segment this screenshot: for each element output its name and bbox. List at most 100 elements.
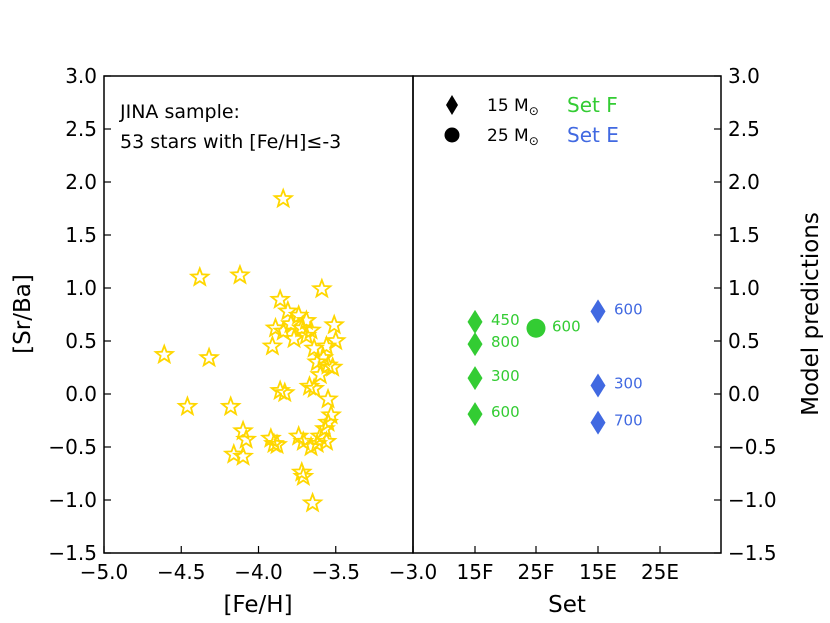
star-point	[235, 428, 258, 449]
star-point	[323, 313, 346, 335]
y-tick-label-right: −1.0	[728, 488, 777, 512]
right-plot-frame	[412, 75, 722, 554]
point-label: 300	[491, 367, 520, 385]
star-point	[315, 334, 338, 356]
y-axis-label-right: Model predictions	[798, 212, 824, 416]
star-point	[261, 334, 284, 356]
star-point	[309, 363, 332, 385]
y-tick-label-right: 2.0	[728, 170, 760, 194]
model-diamond-point	[590, 410, 606, 435]
x-tick-label-right: 25F	[518, 560, 555, 584]
model-diamond-point	[467, 366, 483, 391]
star-point	[228, 263, 251, 285]
star-point	[300, 318, 323, 340]
star-point	[321, 355, 344, 377]
model-circle-point	[526, 318, 546, 338]
model-diamond-point	[467, 402, 483, 427]
star-point	[324, 329, 347, 351]
star-point	[232, 444, 255, 466]
y-tick-label-right: 2.5	[728, 117, 760, 141]
point-label: 300	[614, 375, 643, 393]
legend-set-label: Set E	[567, 123, 619, 147]
y-tick-label-left: −1.5	[48, 541, 97, 565]
model-diamond-point	[467, 332, 483, 357]
y-tick-label-left: 0.0	[65, 382, 97, 406]
point-label: 800	[491, 333, 520, 351]
x-tick-label-left: −3.5	[311, 560, 360, 584]
star-point	[276, 299, 299, 321]
star-point	[198, 346, 221, 368]
y-tick-label-right: 0.5	[728, 329, 760, 353]
y-tick-label-left: −0.5	[48, 435, 97, 459]
star-point	[222, 442, 245, 464]
point-label: 600	[614, 300, 643, 318]
legend-set-label: Set F	[567, 93, 618, 117]
x-tick-label-left: −5.0	[80, 560, 129, 584]
star-point	[290, 460, 313, 482]
legend-circle-icon	[444, 127, 460, 143]
star-point	[272, 319, 295, 341]
star-point	[317, 387, 340, 409]
model-diamond-point	[467, 309, 483, 334]
legend-diamond-icon	[446, 95, 458, 115]
star-point	[303, 336, 326, 358]
star-point	[188, 265, 211, 287]
x-axis-label-left: [Fe/H]	[223, 592, 292, 618]
star-point	[176, 395, 199, 417]
y-tick-label-right: 3.0	[728, 64, 760, 88]
y-tick-label-left: 2.5	[65, 117, 97, 141]
point-label: 700	[614, 412, 643, 430]
x-axis-label-right: Set	[548, 592, 586, 618]
star-point	[272, 187, 295, 209]
star-point	[287, 424, 310, 446]
x-tick-label-right: 15E	[579, 560, 617, 584]
star-point	[219, 395, 242, 417]
legend: 15 M⊙ Set F 25 M⊙ Set E	[444, 93, 619, 148]
x-tick-label-left: −4.0	[234, 560, 283, 584]
star-point	[300, 435, 323, 457]
left-axes: −1.5 −1.0 −0.5 0.0 0.5 1.0 1.5 2.0 2.5 3.0 −5.0 −4.…	[48, 64, 437, 584]
star-point	[306, 350, 329, 372]
legend-mass-label: 15 M⊙	[487, 96, 539, 118]
x-tick-label-right: 25E	[641, 560, 679, 584]
x-tick-label-right: 15F	[457, 560, 494, 584]
annotation-line2: 53 stars with [Fe/H]≤-3	[120, 131, 341, 153]
y-tick-label-left: −1.0	[48, 488, 97, 512]
y-tick-label-left: 3.0	[65, 64, 97, 88]
star-point	[315, 430, 338, 452]
y-tick-label-left: 2.0	[65, 170, 97, 194]
y-tick-label-right: 0.0	[728, 382, 760, 406]
y-axis-label-left: [Sr/Ba]	[10, 274, 36, 354]
y-tick-label-right: 1.5	[728, 223, 760, 247]
x-tick-label-left: −4.5	[157, 560, 206, 584]
y-tick-label-left: 1.5	[65, 223, 97, 247]
point-label: 450	[491, 311, 520, 329]
star-point	[303, 377, 326, 399]
legend-mass-label: 25 M⊙	[487, 126, 539, 148]
star-point	[266, 433, 289, 455]
star-point	[232, 419, 255, 441]
annotation-line1: JINA sample:	[119, 101, 240, 123]
right-data-points: 450 800 300 600 600 600 300 700	[467, 299, 643, 435]
star-point	[262, 432, 285, 454]
star-point	[301, 491, 324, 513]
x-tick-label-left: −3.0	[389, 560, 438, 584]
left-panel: −1.5 −1.0 −0.5 0.0 0.5 1.0 1.5 2.0 2.5 3.0 −5.0 −4.…	[10, 64, 437, 618]
model-diamond-point	[590, 373, 606, 398]
point-label: 600	[552, 317, 581, 335]
star-point	[269, 288, 292, 310]
star-point	[273, 381, 296, 403]
y-tick-label-right: −0.5	[728, 435, 777, 459]
right-axes: −1.5 −1.0 −0.5 0.0 0.5 1.0 1.5 2.0 2.5 3.0 15F 25F 1…	[412, 64, 777, 584]
point-label: 600	[491, 403, 520, 421]
model-diamond-point	[590, 299, 606, 324]
star-point	[283, 327, 306, 349]
right-panel: −1.5 −1.0 −0.5 0.0 0.5 1.0 1.5 2.0 2.5 3.0 15F 25F 1…	[412, 64, 824, 618]
star-point	[310, 277, 333, 299]
star-point	[295, 324, 318, 346]
y-tick-label-left: 0.5	[65, 329, 97, 353]
y-tick-label-right: −1.5	[728, 541, 777, 565]
y-tick-label-left: 1.0	[65, 276, 97, 300]
star-point	[153, 343, 176, 365]
